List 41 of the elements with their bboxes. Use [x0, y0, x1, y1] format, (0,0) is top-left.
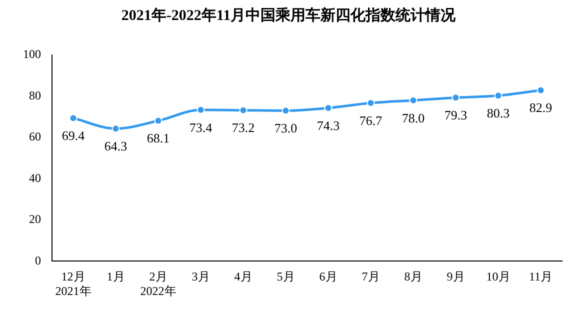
x-tick-label: 7月 — [362, 270, 380, 284]
x-tick-label: 4月 — [234, 270, 252, 284]
data-label: 74.3 — [316, 118, 340, 133]
data-label: 76.7 — [359, 112, 383, 128]
data-label: 73.4 — [189, 120, 213, 135]
point — [154, 116, 162, 125]
point — [112, 124, 120, 133]
data-label: 73.0 — [274, 120, 298, 136]
point — [536, 86, 545, 94]
data-label: 69.4 — [62, 128, 86, 144]
point — [239, 106, 248, 114]
x-tick-label: 5月 — [276, 270, 295, 284]
point — [452, 94, 460, 102]
point — [494, 92, 502, 100]
data-label: 79.3 — [444, 108, 468, 123]
data-label: 73.2 — [232, 120, 255, 136]
y-tick-label: 40 — [29, 170, 41, 185]
x-tick-label: 6月 — [319, 270, 338, 284]
data-label: 64.3 — [104, 138, 128, 154]
x-tick-label: 1月 — [106, 270, 125, 284]
y-tick-label: 0 — [35, 253, 41, 268]
x-tick-label: 9月 — [446, 270, 465, 284]
point — [196, 106, 205, 114]
data-label: 78.0 — [402, 110, 425, 126]
x-tick-label: 2月 2022年 — [140, 270, 176, 298]
x-tick-label: 12月 2021年 — [55, 270, 92, 298]
data-label: 68.1 — [146, 130, 170, 146]
data-label: 82.9 — [529, 100, 552, 116]
chart-title: 2021年-2022年11月中国乘用车新四化指数统计情况 — [120, 6, 457, 25]
x-tick-label: 11月 — [528, 270, 553, 284]
point — [69, 114, 78, 122]
y-tick-label: 20 — [29, 212, 41, 226]
point — [282, 106, 290, 115]
data-label: 80.3 — [486, 106, 510, 121]
y-tick-label: 100 — [23, 47, 41, 62]
x-tick-label: 10月 — [486, 270, 510, 284]
y-tick-label: 80 — [29, 88, 41, 102]
point — [409, 96, 418, 104]
y-tick-label: 60 — [29, 130, 41, 144]
x-tick-label: 3月 — [192, 270, 210, 284]
x-tick-label: 8月 — [404, 270, 422, 284]
